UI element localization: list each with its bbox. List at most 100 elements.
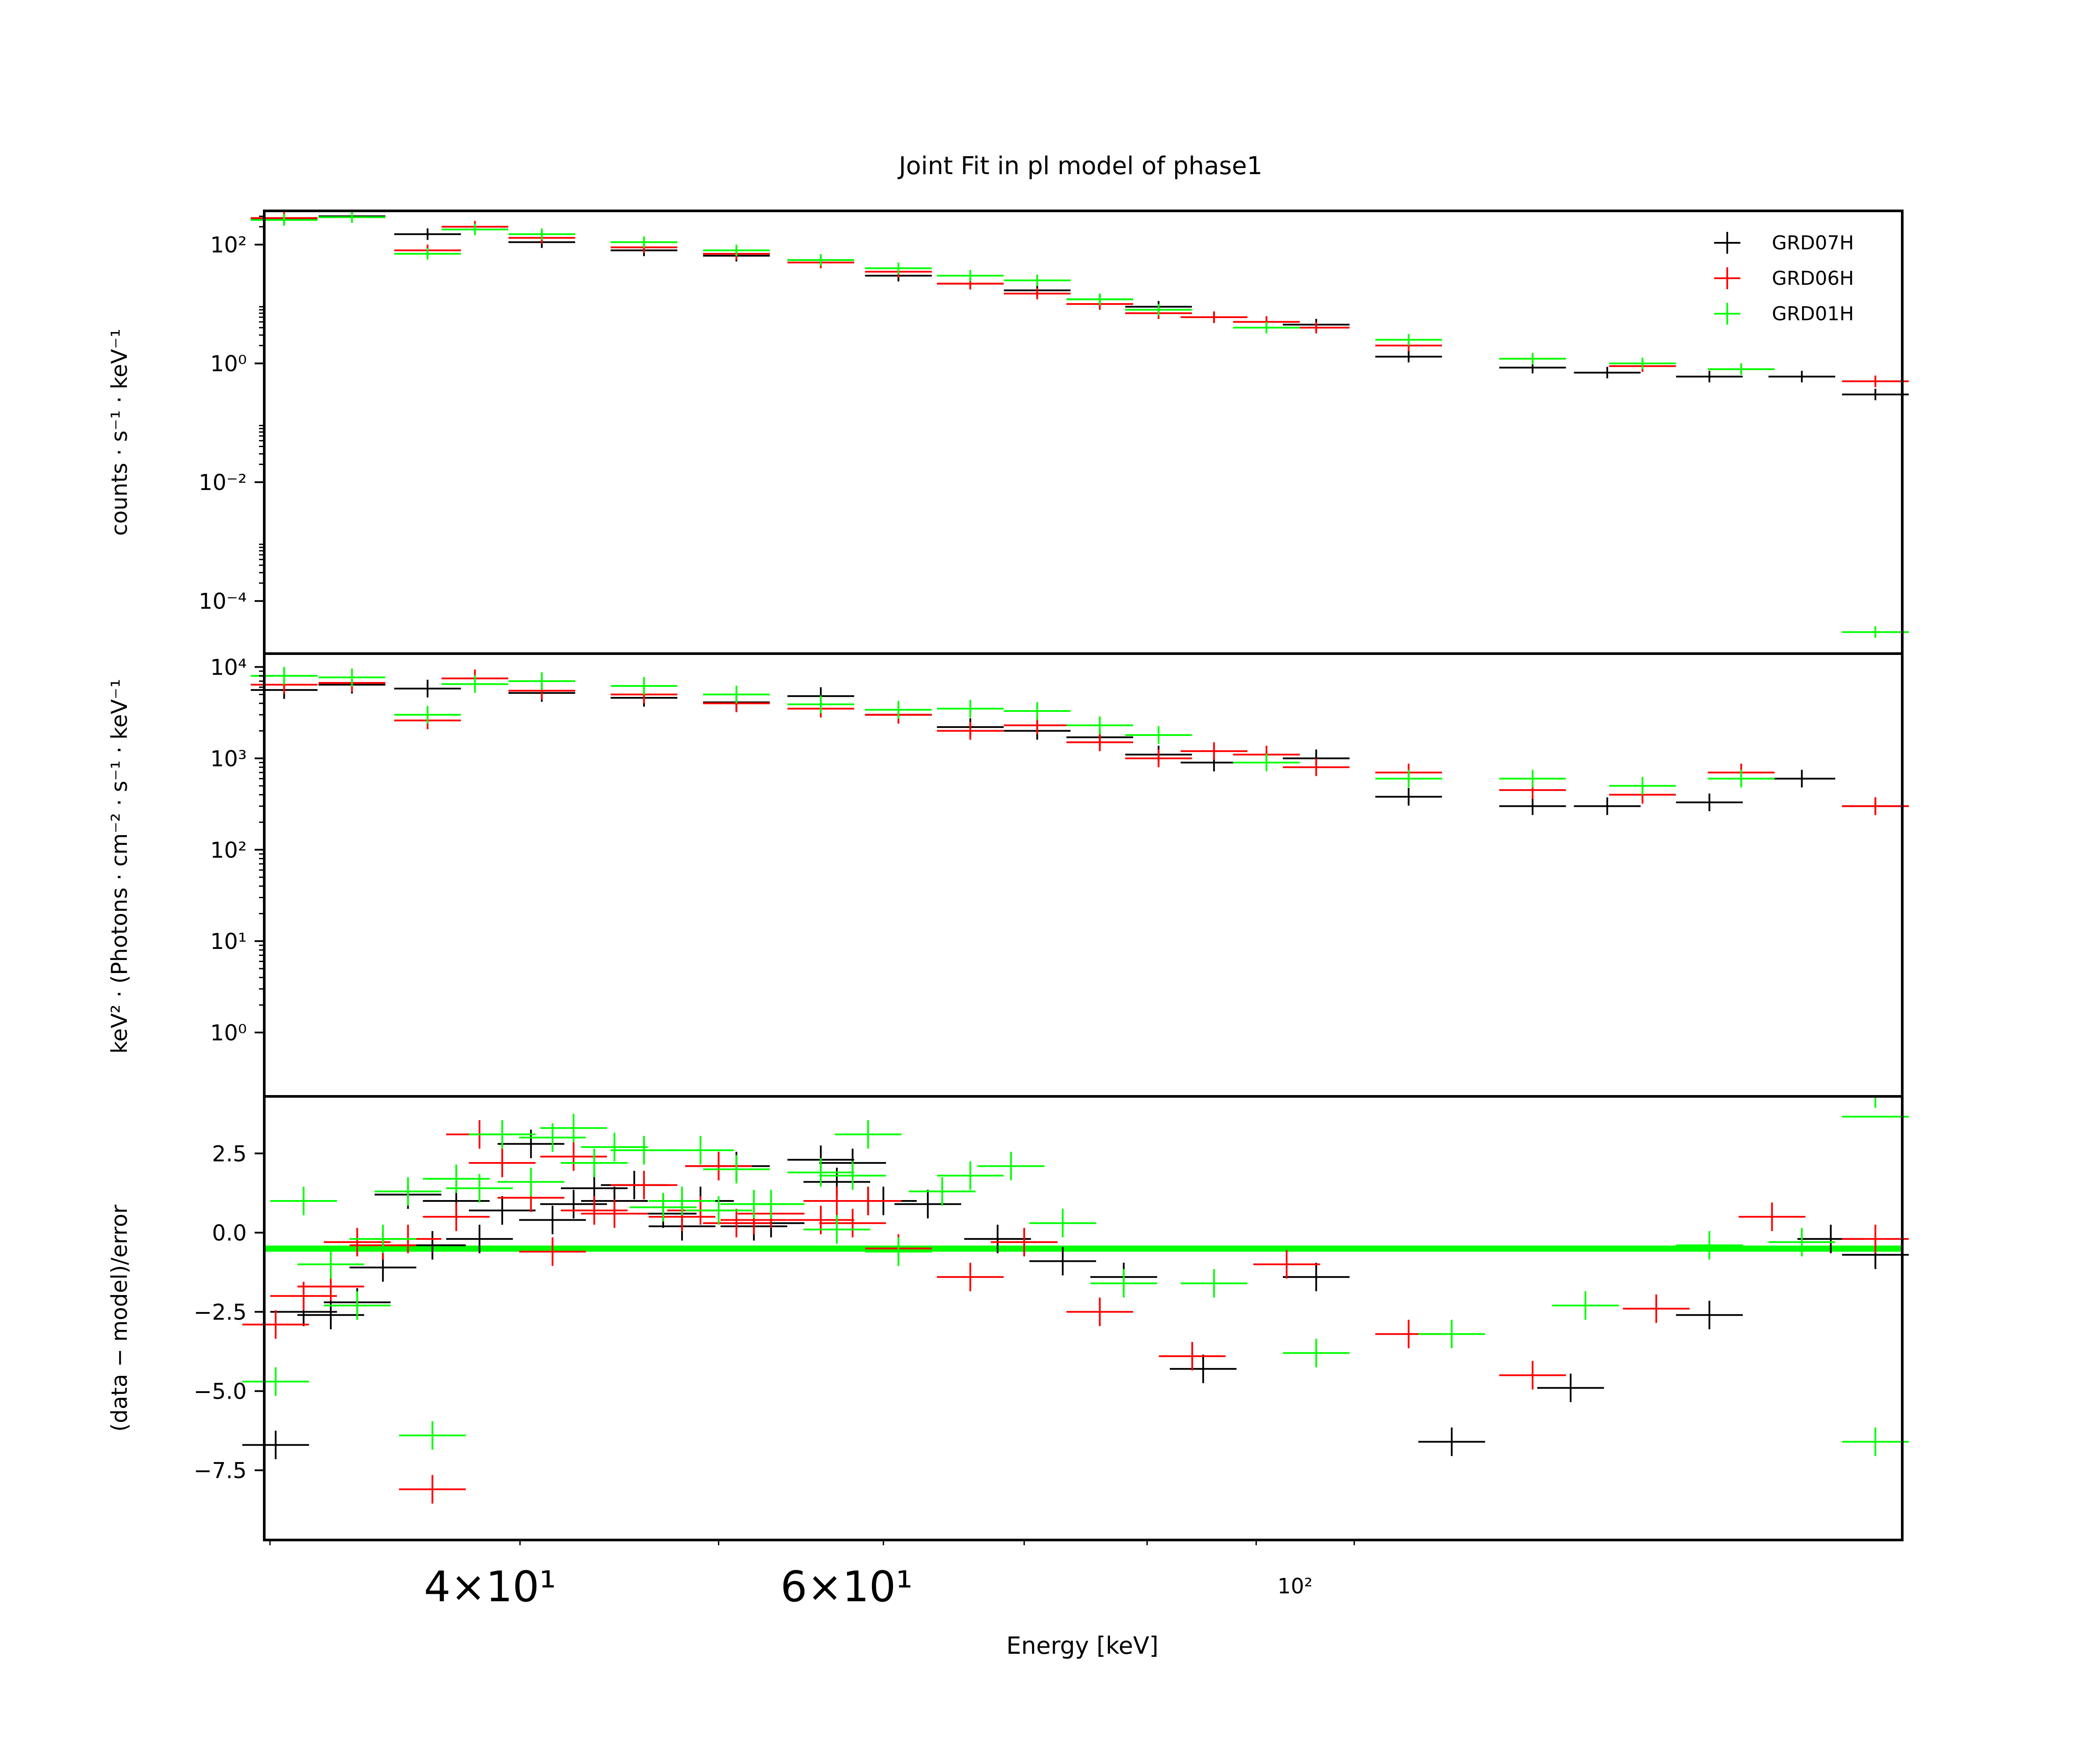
data-point-grd01h-spectrum-4: [508, 672, 575, 690]
data-point-grd01h-residuals-10: [497, 1167, 564, 1197]
data-point-grd06h-spectrum-9: [937, 722, 1004, 740]
data-point-grd01h-counts-6: [703, 245, 770, 256]
data-point-grd01h-residuals-36: [1552, 1291, 1619, 1320]
chart-title: Joint Fit in pl model of phase1: [897, 152, 1262, 180]
y-tick-label-counts-1: 10⁰: [210, 351, 247, 377]
data-point-grd06h-counts-20: [1842, 375, 1909, 387]
counts-y-axis-label: counts · s⁻¹ · keV⁻¹: [107, 329, 132, 536]
y-tick-label-residuals-0: 2.5: [212, 1141, 247, 1166]
data-point-grd06h-residuals-25: [819, 1209, 886, 1238]
x-tick-label-40: 4×10¹: [424, 1562, 556, 1611]
data-point-grd07h-residuals-34: [1418, 1427, 1485, 1456]
data-point-grd01h-residuals-31: [1029, 1209, 1096, 1238]
data-point-grd01h-residuals-18: [667, 1136, 734, 1165]
data-point-grd01h-counts-2: [394, 248, 461, 260]
data-point-grd01h-residuals-9: [469, 1120, 536, 1149]
data-point-grd01h-counts-10: [1004, 274, 1071, 287]
data-point-grd01h-counts-3: [441, 224, 508, 235]
x-tick-label-100: 10²: [1278, 1574, 1312, 1599]
data-point-grd07h-spectrum-16: [1574, 797, 1641, 815]
spectrum-y-axis-label: keV² · (Photons · cm⁻² · s⁻¹ · keV⁻¹: [107, 679, 132, 1054]
data-point-grd06h-residuals-9: [469, 1148, 536, 1177]
data-point-grd06h-counts-10: [1004, 287, 1071, 300]
data-point-grd01h-residuals-26: [835, 1120, 902, 1149]
panel-residuals: 2.5 0.0 −2.5 −5.0 −7.5 (data − model)/error: [107, 1095, 1909, 1541]
data-point-grd01h-spectrum-11: [1066, 716, 1134, 735]
data-point-grd01h-residuals-19: [685, 1196, 752, 1225]
x-axis-label: Energy [keV]: [1006, 1632, 1158, 1659]
data-point-grd06h-residuals-11: [519, 1237, 586, 1266]
data-point-grd06h-residuals-32: [1253, 1250, 1320, 1279]
panel-spectrum: 10⁴ 10³ 10² 10¹ 10⁰ keV² · (Photons · cm⁻² ·…: [107, 652, 1909, 1118]
data-point-grd07h-residuals-9: [469, 1196, 536, 1225]
data-point-grd07h-residuals-11: [519, 1205, 586, 1235]
data-point-grd01h-spectrum-3: [441, 675, 508, 693]
data-point-grd01h-residuals-5: [374, 1177, 441, 1206]
data-point-grd01h-spectrum-8: [865, 701, 932, 719]
data-point-grd01h-residuals-34: [1283, 1339, 1350, 1368]
data-point-grd07h-residuals-32: [1169, 1354, 1237, 1383]
y-tick-label-residuals-1: 0.0: [212, 1220, 247, 1246]
y-tick-label-counts-2: 10⁻²: [199, 470, 247, 495]
data-point-grd01h-spectrum-17: [1708, 770, 1775, 788]
y-tick-label-counts-0: 10²: [210, 232, 247, 258]
data-point-grd01h-spectrum-5: [610, 677, 678, 695]
legend-entry-grd07h: GRD07H: [1714, 232, 1854, 254]
data-point-grd06h-spectrum-15: [1283, 758, 1350, 776]
y-tick-label-spectrum-0: 10⁴: [210, 655, 247, 680]
data-point-grd01h-spectrum-18: [1842, 1096, 1909, 1118]
data-point-grd07h-residuals-8: [446, 1225, 513, 1253]
data-point-grd01h-spectrum-1: [318, 668, 385, 686]
data-point-grd06h-residuals-30: [1066, 1297, 1134, 1326]
data-point-grd01h-spectrum-14: [1375, 770, 1442, 788]
panel-counts-marks: [251, 211, 1909, 638]
data-point-grd01h-counts-4: [508, 228, 575, 240]
data-point-grd01h-residuals-39: [1842, 1427, 1909, 1456]
data-point-grd07h-residuals-30: [1029, 1247, 1096, 1276]
legend-label-grd06h: GRD06H: [1772, 267, 1854, 290]
data-point-grd01h-counts-17: [1708, 363, 1775, 375]
data-point-grd01h-residuals-22: [738, 1190, 805, 1218]
data-point-grd06h-residuals-36: [1739, 1202, 1806, 1231]
data-point-grd06h-residuals-37: [1842, 1225, 1909, 1253]
data-point-grd01h-residuals-17: [648, 1186, 716, 1215]
data-point-grd06h-counts-13: [1180, 311, 1248, 323]
y-tick-label-residuals-2: −2.5: [194, 1300, 247, 1325]
data-point-grd07h-residuals-36: [1676, 1301, 1743, 1330]
y-tick-label-spectrum-4: 10⁰: [210, 1020, 247, 1046]
data-point-grd01h-residuals-2: [297, 1250, 364, 1279]
panel-counts-yticks: 10² 10⁰ 10⁻² 10⁻⁴: [199, 215, 264, 614]
data-point-grd01h-residuals-8: [446, 1174, 513, 1203]
data-point-grd01h-counts-13: [1233, 322, 1300, 334]
data-point-grd01h-counts-15: [1499, 353, 1566, 365]
data-point-grd01h-counts-9: [937, 270, 1004, 282]
residuals-y-axis-label: (data − model)/error: [107, 1204, 132, 1432]
data-point-grd07h-counts-17: [1676, 371, 1743, 382]
data-point-grd07h-spectrum-14: [1375, 788, 1442, 806]
data-point-grd06h-residuals-34: [1499, 1361, 1566, 1390]
data-point-grd06h-residuals-7: [423, 1202, 490, 1231]
data-point-grd01h-residuals-4: [350, 1225, 416, 1253]
panel-residuals-frame: [263, 1095, 1904, 1541]
data-point-grd01h-residuals-27: [865, 1237, 932, 1266]
data-point-grd01h-residuals-12: [540, 1113, 607, 1143]
data-point-grd06h-residuals-15: [610, 1171, 678, 1200]
y-tick-label-spectrum-1: 10³: [210, 746, 247, 771]
data-point-grd01h-residuals-32: [1090, 1269, 1157, 1298]
data-point-grd07h-residuals-0: [242, 1431, 309, 1460]
x-axis: 4×10¹ 6×10¹ 10² Energy [keV]: [269, 1540, 1355, 1659]
data-point-grd01h-residuals-20: [703, 1155, 770, 1184]
data-point-grd06h-residuals-31: [1158, 1342, 1226, 1371]
data-point-grd01h-counts-1: [318, 211, 385, 223]
legend-entry-grd01h: GRD01H: [1714, 303, 1854, 325]
data-point-grd01h-residuals-16: [630, 1193, 697, 1222]
data-point-grd07h-counts-18: [1768, 371, 1835, 382]
panel-spectrum-marks: [251, 667, 1909, 1118]
data-point-grd06h-spectrum-13: [1180, 742, 1248, 760]
data-point-grd07h-residuals-35: [1537, 1373, 1604, 1402]
data-point-grd07h-counts-19: [1842, 388, 1909, 400]
data-point-grd01h-spectrum-12: [1125, 726, 1192, 744]
data-point-grd06h-spectrum-20: [1842, 797, 1909, 815]
